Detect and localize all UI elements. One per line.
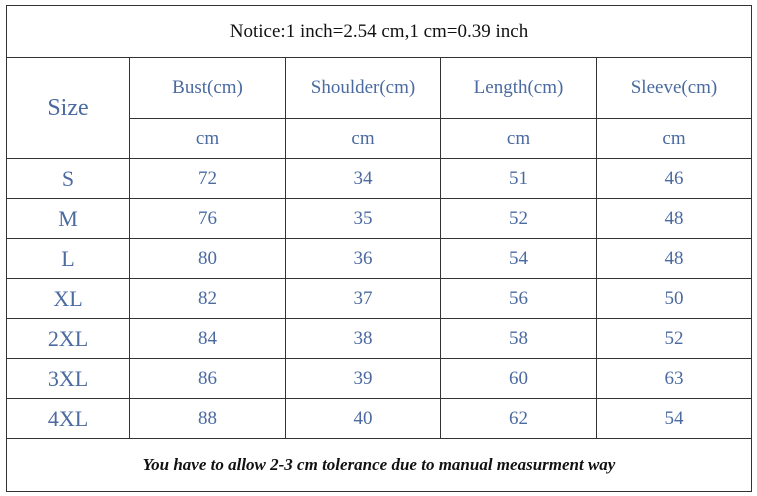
measurement: 40 bbox=[285, 398, 441, 439]
measurement: 48 bbox=[596, 238, 752, 279]
unit-label: cm bbox=[285, 118, 441, 159]
measurement: 80 bbox=[129, 238, 286, 279]
measurement: 34 bbox=[285, 158, 441, 199]
size-row: M 76 35 52 48 bbox=[6, 198, 752, 239]
measurement: 58 bbox=[440, 318, 597, 359]
measurement: 35 bbox=[285, 198, 441, 239]
size-row: L 80 36 54 48 bbox=[6, 238, 752, 279]
unit-label: cm bbox=[596, 118, 752, 159]
notice: Notice:1 inch=2.54 cm,1 cm=0.39 inch bbox=[6, 5, 752, 58]
measurement: 36 bbox=[285, 238, 441, 279]
measurement: 46 bbox=[596, 158, 752, 199]
size-row: 3XL 86 39 60 63 bbox=[6, 358, 752, 399]
size-name: M bbox=[6, 198, 130, 239]
measurement: 39 bbox=[285, 358, 441, 399]
measurement: 52 bbox=[440, 198, 597, 239]
unit-label: cm bbox=[129, 118, 286, 159]
column-header: Sleeve(cm) bbox=[596, 57, 752, 119]
measurement: 50 bbox=[596, 278, 752, 319]
measurement: 51 bbox=[440, 158, 597, 199]
measurement: 37 bbox=[285, 278, 441, 319]
measurement: 48 bbox=[596, 198, 752, 239]
measurement: 86 bbox=[129, 358, 286, 399]
size-name: S bbox=[6, 158, 130, 199]
measurement: 88 bbox=[129, 398, 286, 439]
size-name: XL bbox=[6, 278, 130, 319]
size-row: S 72 34 51 46 bbox=[6, 158, 752, 199]
size-table: Notice:1 inch=2.54 cm,1 cm=0.39 inch Siz… bbox=[6, 5, 752, 492]
size-chart: Notice:1 inch=2.54 cm,1 cm=0.39 inch Siz… bbox=[6, 5, 752, 492]
measurement: 38 bbox=[285, 318, 441, 359]
size-row: 2XL 84 38 58 52 bbox=[6, 318, 752, 359]
column-header: Shoulder(cm) bbox=[285, 57, 441, 119]
size-name: 4XL bbox=[6, 398, 130, 439]
measurement: 84 bbox=[129, 318, 286, 359]
measurement: 52 bbox=[596, 318, 752, 359]
size-name: 3XL bbox=[6, 358, 130, 399]
size-row: 4XL 88 40 62 54 bbox=[6, 398, 752, 439]
measurement: 62 bbox=[440, 398, 597, 439]
column-header: Length(cm) bbox=[440, 57, 597, 119]
measurement: 76 bbox=[129, 198, 286, 239]
unit-label: cm bbox=[440, 118, 597, 159]
measurement: 82 bbox=[129, 278, 286, 319]
size-header: Size bbox=[6, 57, 130, 159]
size-name: L bbox=[6, 238, 130, 279]
footer-note: You have to allow 2-3 cm tolerance due t… bbox=[6, 438, 752, 492]
measurement: 56 bbox=[440, 278, 597, 319]
measurement: 72 bbox=[129, 158, 286, 199]
size-row: XL 82 37 56 50 bbox=[6, 278, 752, 319]
column-header: Bust(cm) bbox=[129, 57, 286, 119]
measurement: 63 bbox=[596, 358, 752, 399]
measurement: 54 bbox=[596, 398, 752, 439]
size-name: 2XL bbox=[6, 318, 130, 359]
measurement: 60 bbox=[440, 358, 597, 399]
measurement: 54 bbox=[440, 238, 597, 279]
